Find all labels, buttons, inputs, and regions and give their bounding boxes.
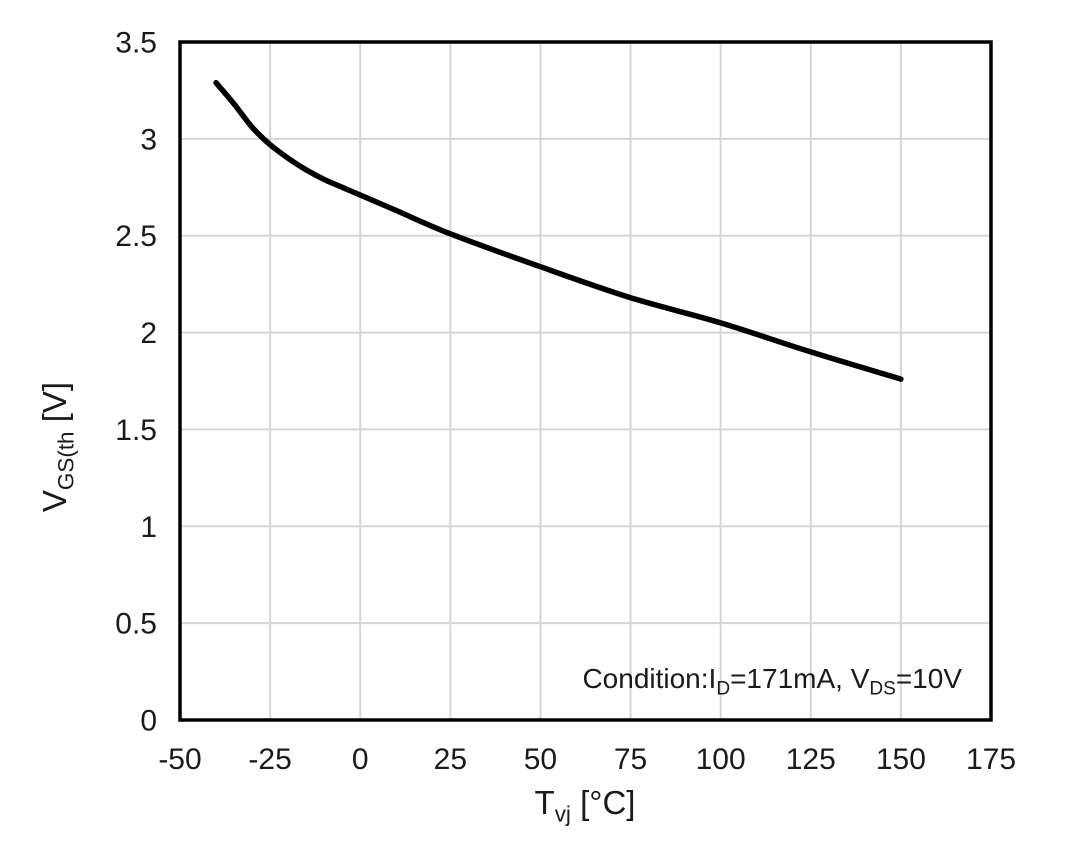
x-tick-label: -25	[248, 743, 291, 776]
y-axis-symbol: V	[36, 490, 73, 513]
x-tick-label: 100	[696, 743, 746, 776]
condition-sub-id: D	[716, 678, 731, 700]
x-tick-label: -50	[158, 743, 201, 776]
y-axis-tick-labels: 0 0.5 1 1.5 2 2.5 3 3.5	[115, 27, 157, 738]
y-tick-label: 2.5	[115, 220, 157, 253]
y-tick-label: 1.5	[115, 414, 157, 447]
x-tick-label: 50	[524, 743, 557, 776]
y-tick-label: 3	[140, 123, 157, 156]
y-tick-label: 1	[140, 511, 157, 544]
x-axis-title: Tvj [°C]	[534, 784, 636, 825]
y-tick-label: 0.5	[115, 608, 157, 641]
y-tick-label: 3.5	[115, 27, 157, 60]
condition-annotation: Condition:ID=171mA, VDS=10V	[582, 663, 962, 699]
x-tick-label: 150	[876, 743, 926, 776]
x-axis-tick-labels: -50 -25 0 25 50 75 100 125 150 175	[158, 743, 1016, 776]
x-tick-label: 175	[966, 743, 1016, 776]
vgs-threshold-curve	[213, 79, 904, 382]
x-tick-label: 125	[786, 743, 836, 776]
y-tick-label: 2	[140, 317, 157, 350]
y-axis-unit: [V]	[36, 381, 73, 432]
condition-text: Condition:I	[582, 663, 717, 694]
y-axis-title: VGS(th [V]	[36, 381, 79, 513]
plot-border	[178, 40, 993, 722]
y-axis-subscript: GS(th	[53, 431, 79, 491]
gridlines	[179, 41, 992, 721]
y-tick-label: 0	[140, 705, 157, 738]
x-tick-label: 25	[434, 743, 467, 776]
condition-text: =10V	[895, 663, 962, 694]
condition-text: =171mA, V	[730, 663, 870, 694]
x-tick-label: 0	[352, 743, 369, 776]
condition-sub-vds: DS	[869, 678, 896, 700]
x-axis-subscript: vj	[554, 801, 571, 827]
x-axis-unit: [°C]	[570, 784, 636, 821]
x-tick-label: 75	[614, 743, 647, 776]
x-axis-symbol: T	[534, 784, 555, 821]
